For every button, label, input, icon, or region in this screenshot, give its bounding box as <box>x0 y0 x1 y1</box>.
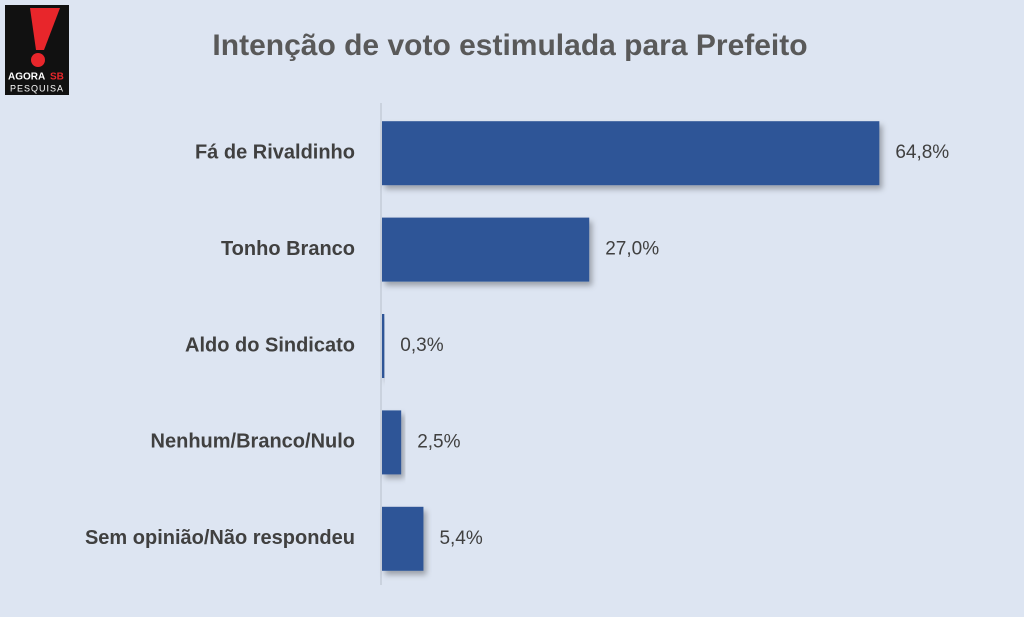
category-label: Sem opinião/Não respondeu <box>85 527 355 549</box>
value-label: 64,8% <box>895 142 949 163</box>
bar <box>382 506 424 571</box>
bar <box>382 410 402 475</box>
bar <box>382 121 880 186</box>
logo-dot <box>31 53 45 67</box>
logo-brand-accent: SB <box>50 72 64 83</box>
value-label: 27,0% <box>605 239 659 260</box>
category-label: Nenhum/Branco/Nulo <box>151 431 355 453</box>
bar <box>382 217 590 282</box>
logo: AGORA SB PESQUISA <box>5 5 69 95</box>
logo-mark <box>30 8 60 50</box>
value-label: 0,3% <box>400 335 443 356</box>
category-label: Tonho Branco <box>221 238 355 260</box>
category-label: Fá de Rivaldinho <box>195 141 355 163</box>
logo-tagline: PESQUISA <box>10 83 64 93</box>
bar <box>382 314 385 378</box>
logo-brand: AGORA <box>8 72 45 83</box>
value-label: 2,5% <box>417 431 460 452</box>
value-label: 5,4% <box>439 528 482 549</box>
category-label: Aldo do Sindicato <box>185 334 355 356</box>
chart-title: Intenção de voto estimulada para Prefeit… <box>212 29 807 62</box>
